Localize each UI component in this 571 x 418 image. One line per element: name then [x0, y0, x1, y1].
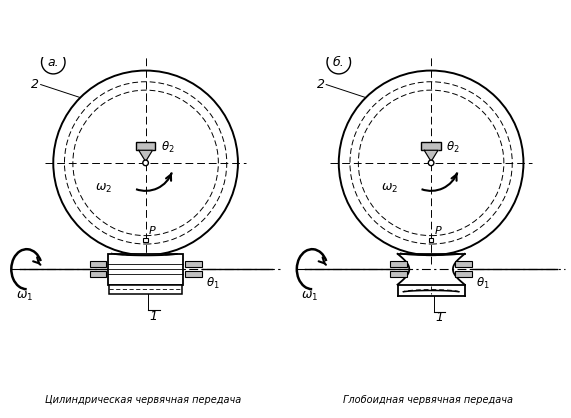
Text: 2: 2 — [317, 78, 325, 91]
Text: $\omega_2$: $\omega_2$ — [381, 181, 397, 195]
Circle shape — [143, 160, 148, 166]
Text: $\theta_1$: $\theta_1$ — [476, 276, 490, 291]
Text: Цилиндрическая червячная передача: Цилиндрическая червячная передача — [45, 395, 241, 405]
Bar — [390, 271, 407, 277]
Text: 2: 2 — [31, 78, 39, 91]
Bar — [456, 261, 472, 267]
Bar — [185, 261, 202, 267]
Text: $\theta_2$: $\theta_2$ — [161, 140, 175, 155]
Bar — [456, 271, 472, 277]
Polygon shape — [424, 150, 438, 161]
Bar — [109, 285, 182, 294]
Text: P: P — [435, 227, 441, 237]
Text: 1: 1 — [150, 310, 158, 323]
Text: $\omega_2$: $\omega_2$ — [95, 181, 112, 195]
Text: $\omega_1$: $\omega_1$ — [301, 290, 318, 303]
Text: $\theta_1$: $\theta_1$ — [206, 276, 219, 291]
Text: б.: б. — [333, 56, 345, 69]
Bar — [90, 271, 106, 277]
Text: $\omega_1$: $\omega_1$ — [15, 290, 33, 303]
Text: 1: 1 — [435, 311, 443, 324]
Bar — [136, 142, 155, 150]
Polygon shape — [139, 150, 152, 161]
Bar — [429, 237, 433, 242]
Bar — [108, 254, 183, 285]
Text: P: P — [149, 227, 156, 237]
Text: Глобоидная червячная передача: Глобоидная червячная передача — [343, 395, 513, 405]
Bar — [90, 261, 106, 267]
Bar — [390, 261, 407, 267]
Text: а.: а. — [47, 56, 59, 69]
Text: $\theta_2$: $\theta_2$ — [447, 140, 460, 155]
Bar — [143, 237, 148, 242]
Circle shape — [428, 160, 434, 166]
Bar — [421, 142, 441, 150]
Bar — [185, 271, 202, 277]
